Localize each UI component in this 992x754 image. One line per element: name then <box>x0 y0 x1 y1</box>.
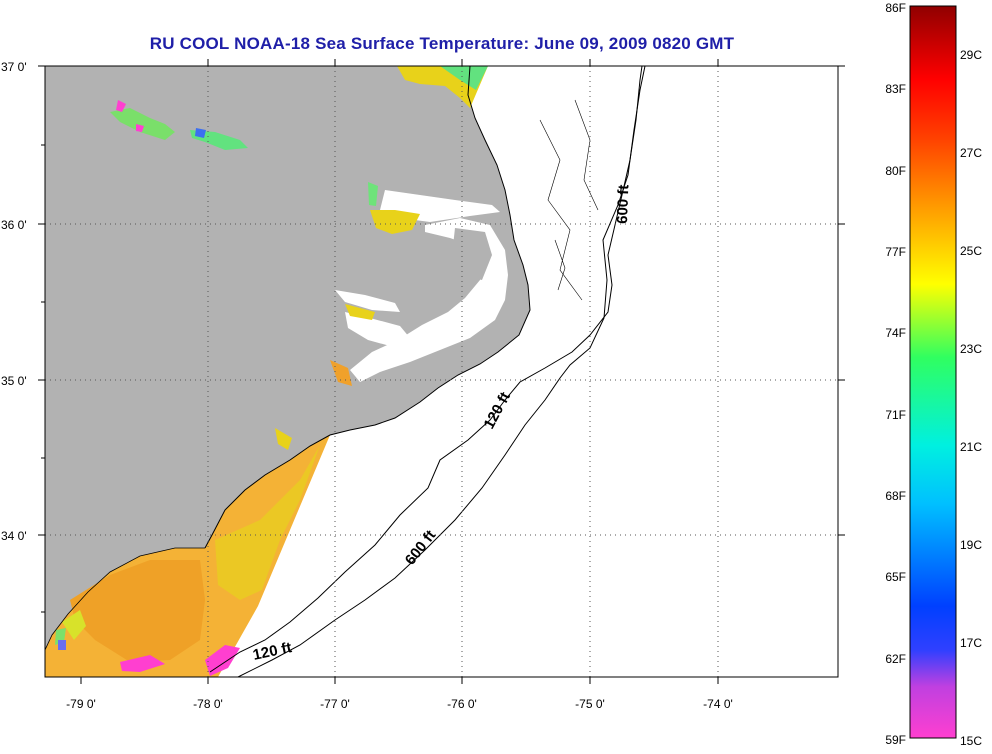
cb-label-83f: 83F <box>885 82 906 96</box>
contour-label-600ft-north: 600 ft <box>614 184 632 224</box>
cb-label-17c: 17C <box>960 636 982 650</box>
cb-label-23c: 23C <box>960 342 982 356</box>
cb-label-74f: 74F <box>885 326 906 340</box>
cb-label-15c: 15C <box>960 734 982 748</box>
lon-label-78: -78 0' <box>193 697 223 711</box>
cb-label-77f: 77F <box>885 245 906 259</box>
shelf-break-detail <box>539 99 599 301</box>
cb-label-80f: 80F <box>885 164 906 178</box>
pamlico-river <box>335 290 400 312</box>
pamlico-sound <box>350 218 508 382</box>
cb-label-59f: 59F <box>885 733 906 747</box>
sst-swath <box>45 66 488 677</box>
cb-label-21c: 21C <box>960 440 982 454</box>
cb-label-29c: 29C <box>960 48 982 62</box>
contour-120ft <box>209 66 643 673</box>
cb-label-25c: 25C <box>960 244 982 258</box>
tick-marks <box>38 59 845 684</box>
lat-label-34: 34 0' <box>1 529 27 543</box>
coastline <box>204 66 531 549</box>
cb-label-27c: 27C <box>960 146 982 160</box>
plot-frame <box>44 65 839 678</box>
lat-label-36: 36 0' <box>1 218 27 232</box>
colorbar-gradient <box>909 5 957 739</box>
lat-label-35: 35 0' <box>1 374 27 388</box>
neuse-estuary <box>345 312 410 346</box>
cb-label-65f: 65F <box>885 570 906 584</box>
lon-label-74: -74 0' <box>703 697 733 711</box>
cb-label-19c: 19C <box>960 538 982 552</box>
lon-label-76: -76 0' <box>447 697 477 711</box>
lon-label-75: -75 0' <box>575 697 605 711</box>
contour-600ft <box>237 66 646 677</box>
swath-edge <box>45 547 205 651</box>
map-title: RU COOL NOAA-18 Sea Surface Temperature:… <box>149 34 735 53</box>
cb-label-86f: 86F <box>885 1 906 15</box>
cb-label-62f: 62F <box>885 652 906 666</box>
lon-label-79: -79 0' <box>66 697 96 711</box>
colorbar: 86F 83F 80F 77F 74F 71F 68F 65F 62F 59F … <box>885 1 982 748</box>
lon-label-77: -77 0' <box>320 697 350 711</box>
lat-label-37: 37 0' <box>1 60 27 74</box>
plot-area <box>45 66 838 677</box>
cb-label-71f: 71F <box>885 408 906 422</box>
graticule <box>45 66 838 677</box>
cb-label-68f: 68F <box>885 489 906 503</box>
